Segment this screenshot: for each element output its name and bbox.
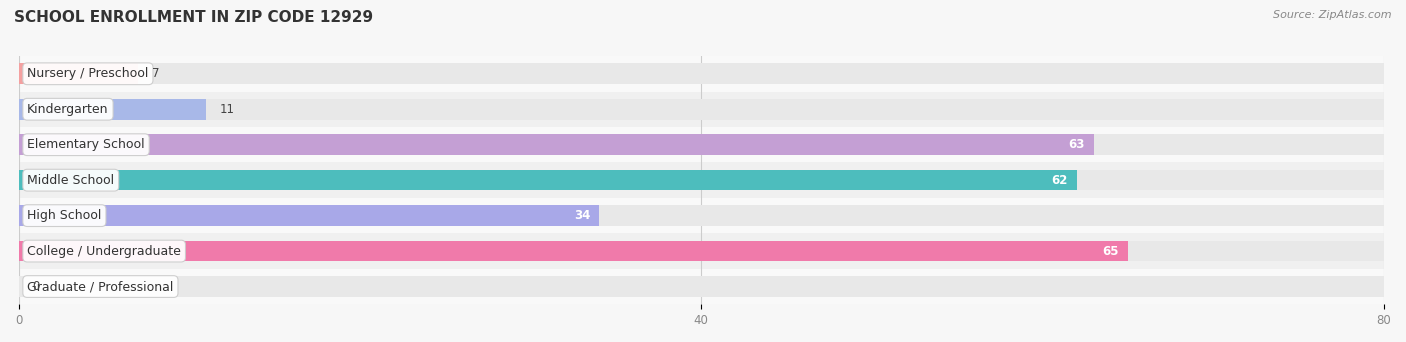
Text: 0: 0 (32, 280, 39, 293)
Bar (18, 241, 1384, 261)
Bar (18, 134, 1094, 155)
Text: High School: High School (27, 209, 101, 222)
Text: Kindergarten: Kindergarten (27, 103, 108, 116)
Bar (18, 269, 1384, 304)
Bar (18, 134, 1384, 155)
Text: Graduate / Professional: Graduate / Professional (27, 280, 173, 293)
Text: 63: 63 (1069, 138, 1085, 151)
Bar (18, 64, 1384, 84)
Text: 62: 62 (1052, 174, 1069, 187)
Bar (18, 127, 1384, 162)
Bar (18, 170, 1077, 190)
Text: Middle School: Middle School (27, 174, 114, 187)
Text: 34: 34 (574, 209, 591, 222)
Text: 11: 11 (219, 103, 235, 116)
Bar (18, 198, 1384, 233)
Text: Elementary School: Elementary School (27, 138, 145, 151)
Bar (18, 205, 599, 226)
Text: College / Undergraduate: College / Undergraduate (27, 245, 181, 258)
Bar (18, 241, 1128, 261)
Text: 65: 65 (1102, 245, 1119, 258)
Bar (18, 162, 1384, 198)
Bar (18, 64, 138, 84)
Bar (18, 170, 1384, 190)
Text: Source: ZipAtlas.com: Source: ZipAtlas.com (1274, 10, 1392, 20)
Bar (18, 276, 1384, 297)
Text: 7: 7 (152, 67, 159, 80)
Bar (18, 205, 1384, 226)
Bar (18, 92, 1384, 127)
Bar (18, 233, 1384, 269)
Bar (18, 99, 1384, 119)
Text: Nursery / Preschool: Nursery / Preschool (27, 67, 149, 80)
Bar (18, 99, 207, 119)
Text: SCHOOL ENROLLMENT IN ZIP CODE 12929: SCHOOL ENROLLMENT IN ZIP CODE 12929 (14, 10, 373, 25)
Bar (18, 56, 1384, 92)
